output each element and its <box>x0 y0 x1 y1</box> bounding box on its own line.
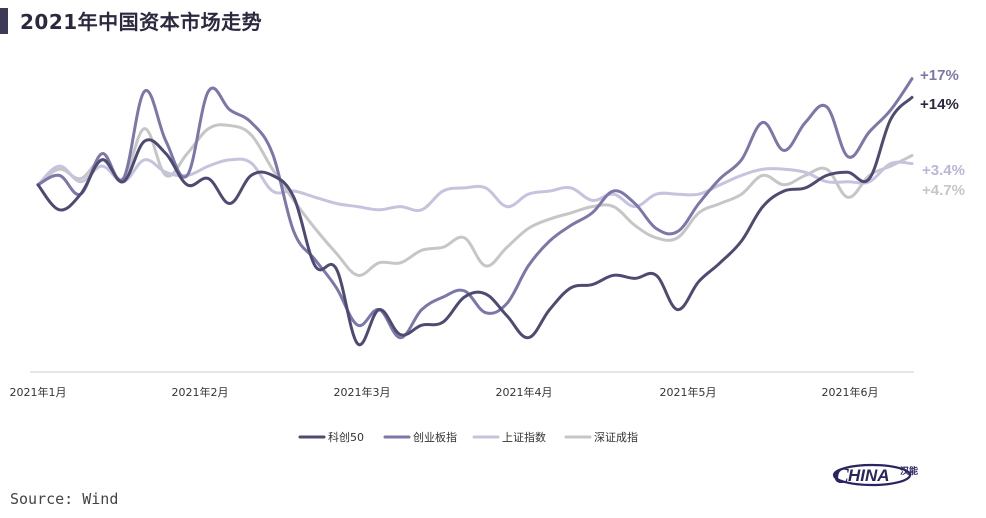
x-tick-label: 2021年4月 <box>496 385 553 399</box>
svg-text:C: C <box>834 463 849 488</box>
legend-label-创业板指: 创业板指 <box>413 430 457 444</box>
end-label-科创50: +14% <box>920 96 959 113</box>
chart-title: 2021年中国资本市场走势 <box>20 10 263 34</box>
x-tick-label: 2021年5月 <box>660 385 717 399</box>
end-label-深证成指: +4.7% <box>922 182 965 199</box>
x-tick-label: 2021年3月 <box>334 385 391 399</box>
series-line-创业板指 <box>36 77 914 340</box>
x-tick-label: 2021年2月 <box>172 385 229 399</box>
series-line-深证成指 <box>36 123 914 277</box>
svg-text:汉能: 汉能 <box>900 465 918 477</box>
end-label-创业板指: +17% <box>920 67 959 84</box>
legend-label-科创50: 科创50 <box>328 430 364 444</box>
series-line-科创50 <box>36 95 914 347</box>
svg-text:HINA: HINA <box>848 466 890 485</box>
title-accent-bar <box>0 8 8 34</box>
end-label-上证指数: +3.4% <box>922 162 965 179</box>
hina-logo-icon: C HINA 汉能 <box>832 463 918 488</box>
legend-label-上证指数: 上证指数 <box>502 430 546 444</box>
source-note: Source: Wind <box>10 490 119 508</box>
legend-label-深证成指: 深证成指 <box>594 430 638 444</box>
x-tick-label: 2021年6月 <box>822 385 879 399</box>
x-tick-label: 2021年1月 <box>10 385 67 399</box>
